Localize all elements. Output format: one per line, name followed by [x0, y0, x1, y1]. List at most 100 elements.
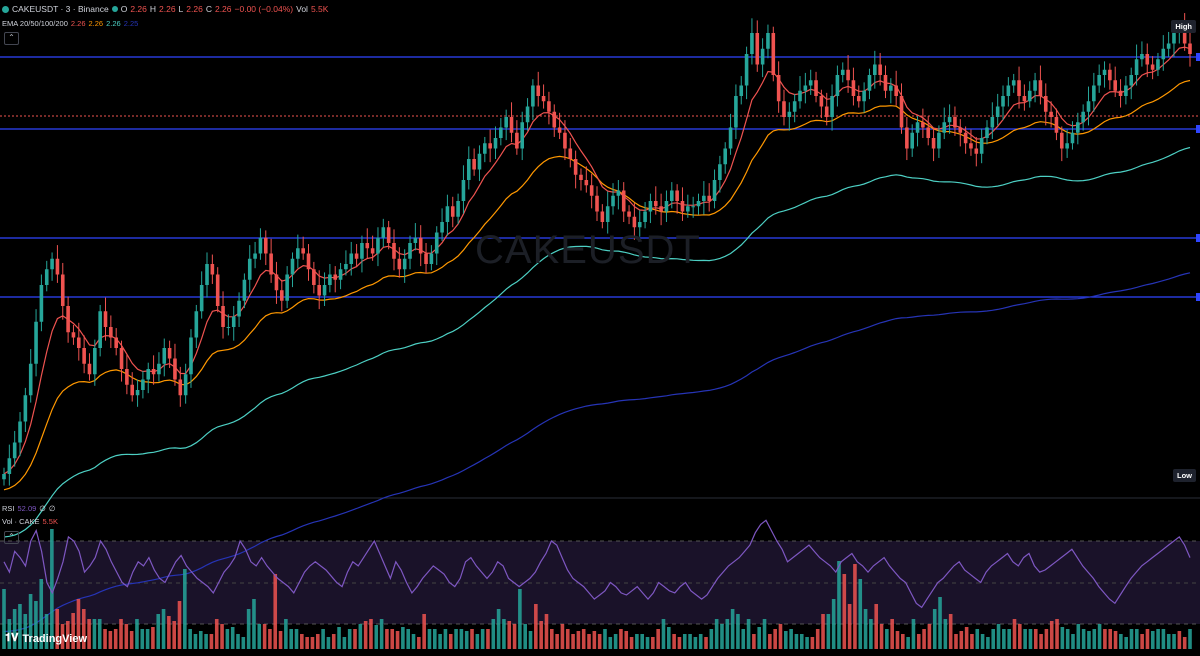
candle-body	[787, 111, 792, 117]
volume-bar	[1012, 619, 1017, 649]
line-handle-1	[1196, 125, 1200, 133]
volume-bar	[1060, 627, 1065, 649]
candle-body	[889, 85, 893, 91]
volume-bar	[379, 619, 384, 649]
volume-bar	[874, 604, 879, 649]
candle-body	[557, 127, 562, 133]
volume-bar	[1177, 631, 1182, 649]
candle-body	[55, 258, 60, 275]
collapse-legend-button[interactable]: ⌃	[4, 32, 19, 45]
volume-bar	[87, 619, 91, 649]
candle-body	[274, 274, 279, 291]
volume-bar	[624, 631, 629, 649]
high-badge: High	[1171, 20, 1196, 33]
candle-body	[867, 75, 872, 91]
volume-bar	[198, 631, 203, 649]
candle-body	[643, 211, 647, 222]
candle-body	[739, 85, 744, 96]
candle-body	[354, 253, 359, 259]
volume-bar	[938, 597, 942, 649]
close-value: 2.26	[214, 4, 232, 14]
volume-bar	[401, 627, 405, 649]
volume-bar	[932, 609, 937, 649]
line-handle-3	[1196, 293, 1200, 301]
volume-bar	[236, 634, 240, 649]
volume-bar	[97, 619, 102, 649]
candle-body	[1092, 85, 1096, 102]
volume-bar	[746, 619, 751, 649]
volume-bar	[246, 609, 251, 649]
candle-body	[12, 442, 17, 459]
volume-bar	[2, 589, 6, 649]
candle-body	[563, 132, 567, 149]
tradingview-logo[interactable]: 𝟏𝐕 TradingView	[5, 632, 87, 645]
high-value: 2.26	[159, 4, 176, 14]
volume-bar	[592, 631, 597, 649]
symbol-label[interactable]: CAKEUSDT · 3 · Binance	[12, 4, 109, 14]
volume-bar	[151, 627, 155, 649]
ema-legend[interactable]: EMA 20/50/100/200 2.26 2.26 2.26 2.25	[2, 19, 138, 28]
low-label: L	[178, 4, 184, 14]
volume-bar	[140, 629, 145, 649]
candle-body	[183, 374, 188, 396]
volume-bar	[565, 629, 570, 649]
volume-bar	[869, 619, 873, 649]
candle-body	[653, 201, 658, 207]
candle-body	[541, 96, 546, 102]
candle-body	[221, 306, 225, 327]
candle-body	[162, 348, 167, 364]
candle-body	[408, 243, 412, 259]
volume-bar	[66, 621, 70, 649]
volume-bar	[92, 619, 97, 649]
candle-body	[1156, 59, 1160, 70]
candle-body	[1054, 117, 1059, 133]
candle-body	[584, 180, 589, 186]
volume-bar	[677, 637, 682, 649]
candle-body	[258, 237, 263, 254]
candle-body	[450, 206, 455, 217]
candle-body	[1102, 69, 1107, 75]
candle-body	[360, 243, 364, 259]
volume-bar	[406, 629, 410, 649]
candle-body	[109, 327, 113, 338]
volume-bar	[1044, 629, 1049, 649]
candle-body	[141, 379, 145, 390]
rsi-legend[interactable]: RSI 52.09 ∅ ∅	[2, 504, 55, 513]
volume-bar	[305, 637, 309, 649]
candle-body	[958, 127, 963, 133]
volume-bar	[964, 627, 969, 649]
candle-body	[194, 311, 199, 338]
candle-body	[899, 96, 904, 128]
volume-bar	[986, 637, 990, 649]
candle-body	[990, 117, 995, 128]
close-label: C	[205, 4, 212, 14]
candle-body	[969, 143, 973, 149]
volume-bar	[470, 629, 474, 649]
candle-body	[1188, 43, 1192, 54]
volume-legend[interactable]: Vol · CAKE 5.5K	[2, 517, 58, 526]
volume-bar	[177, 601, 182, 649]
open-label: O	[120, 4, 128, 14]
rsi-extra1: ∅	[39, 504, 46, 513]
volume-bar	[1172, 634, 1176, 649]
candle-body	[231, 316, 236, 327]
candle-body	[1065, 143, 1069, 149]
volume-bar	[1129, 629, 1134, 649]
volume-bar	[688, 634, 692, 649]
candle-body	[798, 90, 802, 102]
volume-bar	[422, 614, 426, 649]
candle-body	[499, 127, 503, 138]
volume-bar	[768, 634, 772, 649]
collapse-pane-button[interactable]: ⌃	[4, 531, 19, 544]
volume-bar	[252, 599, 256, 649]
high-label: H	[149, 4, 156, 14]
candle-body	[851, 80, 856, 96]
candle-body	[1038, 80, 1043, 96]
volume-bar	[502, 619, 506, 649]
brand-name: TradingView	[22, 632, 88, 645]
volume-bar	[789, 629, 793, 649]
volume-bar	[837, 561, 841, 649]
candle-body	[589, 185, 594, 196]
